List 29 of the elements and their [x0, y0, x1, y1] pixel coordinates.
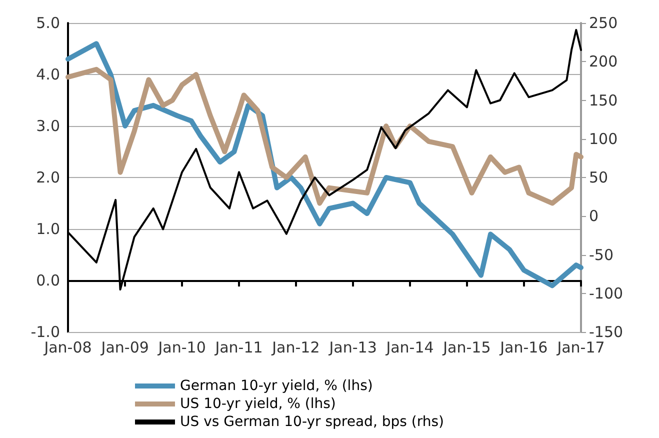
x-tick-label: Jan-10	[157, 338, 206, 356]
legend-label: German 10-yr yield, % (lhs)	[180, 378, 373, 394]
x-tick-label: Jan-13	[328, 338, 377, 356]
y-tick-label: -1.0	[30, 323, 60, 341]
legend-label: US vs German 10-yr spread, bps (rhs)	[180, 414, 444, 430]
x-tick-label: Jan-15	[442, 338, 491, 356]
y2-tick-label: 50	[589, 168, 608, 186]
y2-tick-label: 200	[589, 52, 618, 71]
x-tick-label: Jan-16	[499, 338, 548, 356]
legend-label: US 10-yr yield, % (lhs)	[180, 396, 336, 412]
y2-tick-label: -150	[589, 323, 624, 341]
y-tick-label: 5.0	[36, 14, 60, 32]
x-tick-label: Jan-09	[100, 338, 149, 356]
y-tick-label: 2.0	[36, 168, 60, 186]
x-tick-label: Jan-08	[43, 338, 92, 356]
x-tick-label: Jan-11	[214, 338, 263, 356]
y2-tick-label: -100	[589, 284, 624, 302]
y2-tick-label: 0	[589, 207, 599, 226]
x-tick-label: Jan-14	[385, 338, 434, 356]
y-tick-label: 4.0	[36, 66, 60, 84]
y2-tick-label: 150	[589, 91, 618, 110]
y2-tick-label: -50	[589, 246, 614, 264]
y2-tick-label: 100	[589, 130, 618, 148]
y-tick-label: 0.0	[36, 272, 60, 290]
x-tick-label: Jan-17	[556, 338, 605, 356]
y2-tick-label: 250	[589, 14, 618, 32]
x-tick-label: Jan-12	[271, 338, 320, 356]
y-tick-label: 1.0	[36, 220, 60, 238]
y-tick-label: 3.0	[36, 117, 60, 135]
